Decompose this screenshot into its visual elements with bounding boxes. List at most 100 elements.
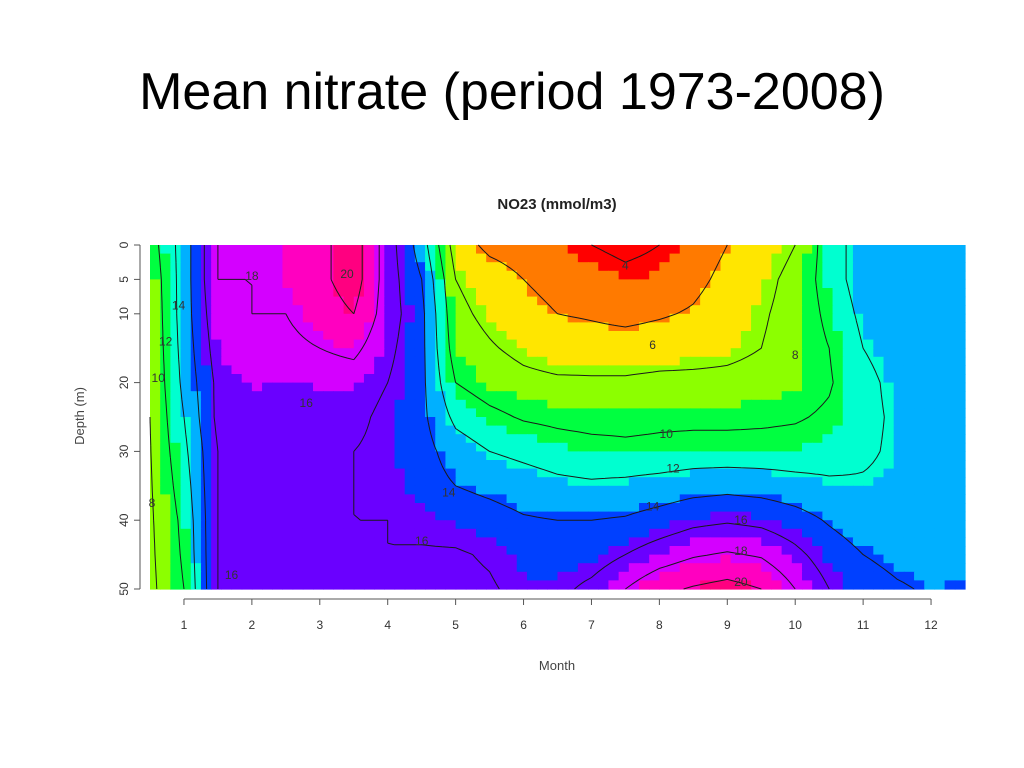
heatmap-cell (262, 503, 273, 513)
heatmap-cell (374, 537, 385, 547)
heatmap-cell (934, 417, 946, 427)
heatmap-cell (893, 365, 905, 375)
heatmap-cell (873, 537, 885, 547)
heatmap-cell (547, 434, 559, 444)
heatmap-cell (394, 305, 406, 315)
heatmap-cell (526, 365, 538, 375)
heatmap-cell (384, 374, 396, 384)
heatmap-cell (313, 528, 324, 538)
heatmap-cell (700, 399, 711, 409)
heatmap-cell (618, 399, 630, 409)
heatmap-cell (323, 331, 334, 341)
heatmap-cell (496, 365, 508, 375)
heatmap-cell (251, 537, 263, 547)
heatmap-cell (914, 468, 925, 478)
heatmap-cell (486, 468, 497, 478)
heatmap-cell (190, 408, 202, 418)
heatmap-cell (761, 417, 773, 427)
heatmap-cell (465, 477, 477, 487)
heatmap-cell (282, 511, 294, 521)
heatmap-cell (639, 322, 650, 332)
heatmap-cell (516, 563, 528, 573)
heatmap-cell (455, 554, 467, 564)
heatmap-cell (180, 503, 192, 513)
heatmap-cell (781, 262, 793, 272)
heatmap-cell (455, 313, 467, 323)
heatmap-cell (526, 270, 538, 280)
heatmap-cell (262, 253, 273, 263)
heatmap-cell (160, 511, 171, 521)
heatmap-cell (445, 356, 457, 366)
heatmap-cell (211, 468, 222, 478)
heatmap-cell (353, 339, 365, 349)
heatmap-cell (791, 270, 803, 280)
heatmap-cell (720, 503, 732, 513)
heatmap-cell (170, 546, 182, 556)
heatmap-cell (903, 571, 915, 581)
heatmap-cell (343, 322, 355, 332)
heatmap-cell (302, 391, 314, 401)
heatmap-cell (302, 451, 314, 461)
heatmap-cell (567, 451, 579, 461)
heatmap-cell (618, 391, 630, 401)
heatmap-cell (221, 288, 233, 298)
heatmap-cell (160, 434, 171, 444)
heatmap-cell (649, 485, 660, 495)
heatmap-cell (211, 279, 222, 289)
heatmap-cell (842, 374, 854, 384)
heatmap-cell (934, 356, 946, 366)
heatmap-cell (465, 511, 477, 521)
heatmap-cell (445, 262, 457, 272)
heatmap-cell (577, 563, 589, 573)
heatmap-cell (414, 494, 426, 504)
heatmap-cell (221, 408, 233, 418)
heatmap-cell (628, 331, 640, 341)
heatmap-cell (496, 262, 508, 272)
heatmap-cell (659, 417, 671, 427)
heatmap-cell (465, 279, 477, 289)
heatmap-cell (710, 339, 722, 349)
heatmap-cell (700, 563, 711, 573)
heatmap-cell (669, 348, 681, 358)
heatmap-cell (751, 348, 762, 358)
heatmap-cell (557, 571, 569, 581)
heatmap-cell (272, 356, 284, 366)
heatmap-cell (323, 468, 334, 478)
heatmap-cell (628, 408, 640, 418)
heatmap-cell (150, 503, 161, 513)
heatmap-cell (404, 425, 416, 435)
heatmap-cell (628, 365, 640, 375)
heatmap-cell (272, 399, 284, 409)
heatmap-cell (323, 554, 334, 564)
heatmap-cell (333, 262, 345, 272)
heatmap-cell (842, 485, 854, 495)
heatmap-cell (516, 305, 528, 315)
heatmap-cell (771, 451, 783, 461)
heatmap-cell (689, 503, 701, 513)
heatmap-cell (190, 245, 202, 255)
heatmap-cell (832, 563, 844, 573)
heatmap-cell (567, 408, 579, 418)
heatmap-cell (628, 434, 640, 444)
heatmap-cell (221, 262, 233, 272)
heatmap-cell (282, 528, 294, 538)
contour-lines (149, 244, 915, 590)
heatmap-cell (802, 554, 813, 564)
heatmap-cell (200, 511, 212, 521)
heatmap-cell (160, 288, 171, 298)
heatmap-cell (903, 399, 915, 409)
heatmap-cell (649, 279, 660, 289)
heatmap-cell (751, 520, 762, 530)
heatmap-cell (262, 494, 273, 504)
heatmap-cell (292, 442, 304, 452)
heatmap-cell (751, 313, 762, 323)
heatmap-cell (313, 322, 324, 332)
heatmap-cell (771, 245, 783, 255)
heatmap-cell (170, 485, 182, 495)
heatmap-cell (516, 365, 528, 375)
heatmap-cell (802, 262, 813, 272)
heatmap-cell (404, 580, 416, 590)
heatmap-cell (781, 571, 793, 581)
heatmap-cell (547, 399, 559, 409)
heatmap-cell (832, 425, 844, 435)
